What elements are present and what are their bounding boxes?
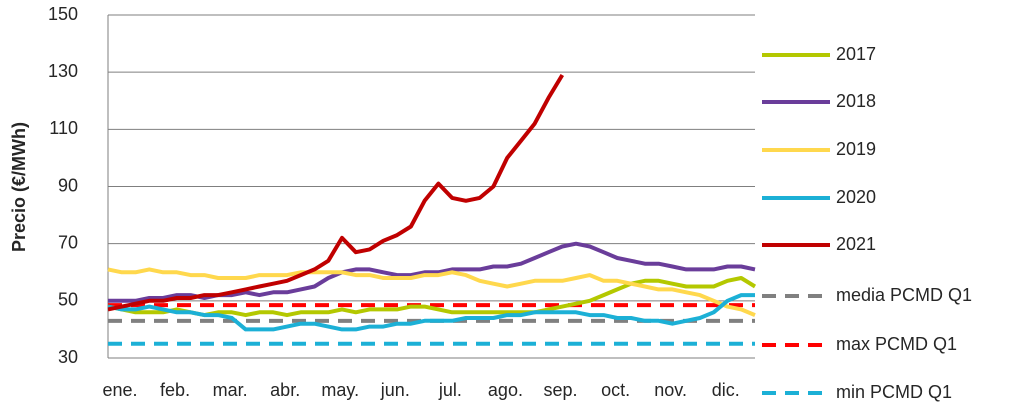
legend-label: 2021: [836, 234, 876, 254]
x-tick-label: feb.: [160, 380, 190, 400]
x-tick-label: ago.: [488, 380, 523, 400]
y-tick-label: 110: [49, 118, 78, 138]
x-tick-label: ene.: [102, 380, 137, 400]
x-tick-label: nov.: [654, 380, 687, 400]
y-tick-label: 50: [58, 290, 78, 310]
y-tick-label: 150: [48, 4, 78, 24]
x-tick-label: may.: [321, 380, 359, 400]
series-line: [107, 73, 565, 312]
legend-label: min PCMD Q1: [836, 382, 952, 402]
legend-label: 2017: [836, 44, 876, 64]
legend-label: max PCMD Q1: [836, 334, 957, 354]
series-line: [107, 267, 756, 317]
series-line: [107, 276, 757, 318]
series-line: [108, 241, 756, 303]
y-tick-label: 90: [58, 175, 78, 195]
x-tick-label: jun.: [380, 380, 410, 400]
y-tick-label: 70: [58, 232, 78, 252]
y-axis-label: Precio (€/MWh): [9, 122, 29, 252]
series-line: [107, 293, 755, 332]
y-tick-label: 130: [48, 61, 78, 81]
x-tick-label: dic.: [712, 380, 740, 400]
legend-label: 2020: [836, 187, 876, 207]
legend-label: 2018: [836, 91, 876, 111]
x-tick-label: mar.: [213, 380, 248, 400]
x-tick-label: jul.: [438, 380, 462, 400]
y-tick-label: 30: [58, 347, 78, 367]
legend-label: media PCMD Q1: [836, 285, 972, 305]
x-tick-label: oct.: [601, 380, 630, 400]
legend-label: 2019: [836, 139, 876, 159]
x-tick-label: abr.: [270, 380, 300, 400]
x-tick-label: sep.: [543, 380, 577, 400]
